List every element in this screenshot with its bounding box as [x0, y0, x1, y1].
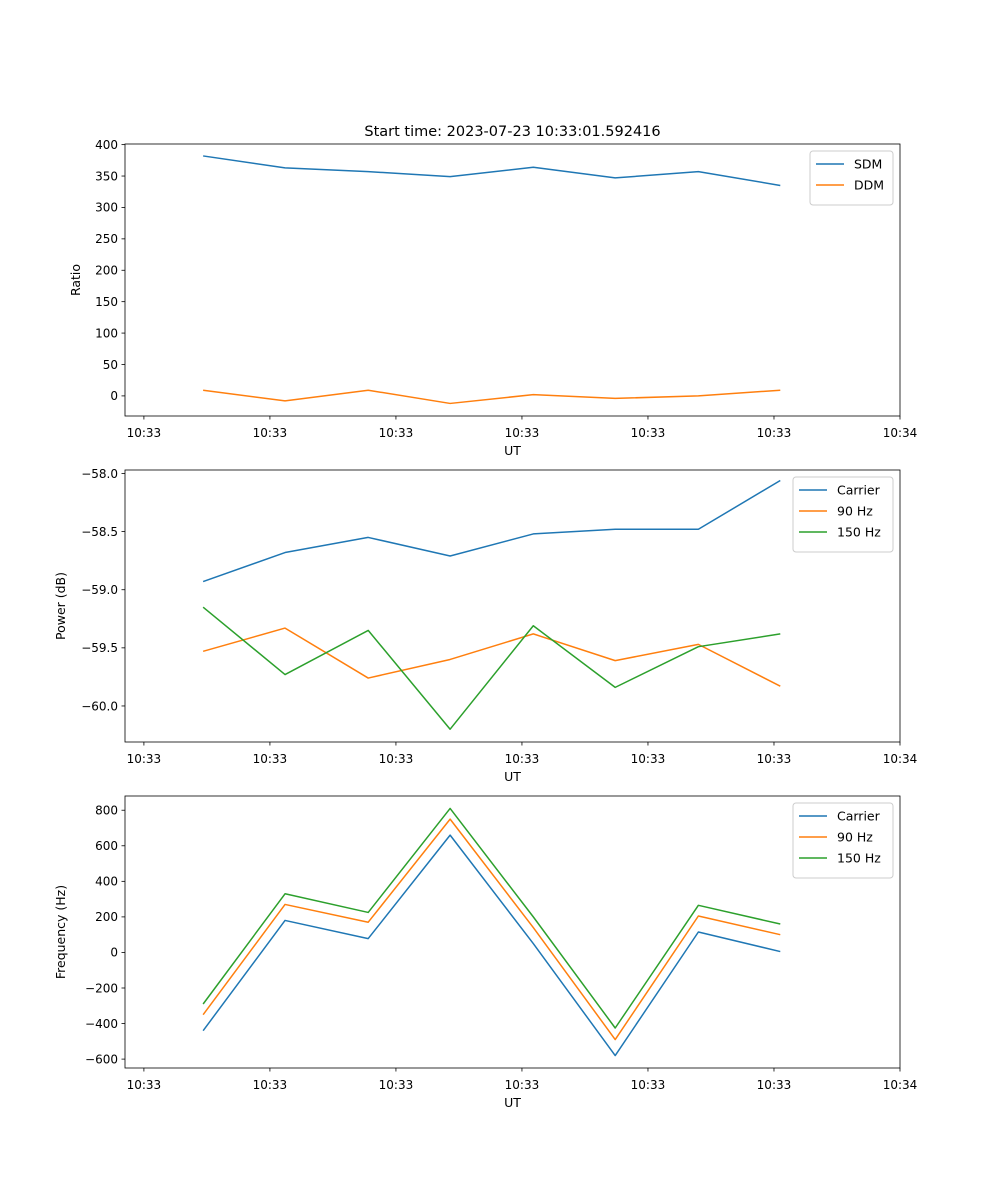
x-axis-label: UT: [504, 1095, 521, 1110]
legend-label: 150 Hz: [837, 525, 881, 540]
x-tick-label: 10:33: [631, 752, 666, 766]
legend-label: Carrier: [837, 809, 881, 824]
panel-1: 10:33 10:33 10:33 10:33 10:33 10:33 10:34 0 50 10…: [68, 138, 917, 458]
y-tick-label: −600: [85, 1052, 118, 1066]
y-tick-label: 350: [95, 169, 118, 183]
y-tick-label: −400: [85, 1017, 118, 1031]
y-tick-label: 200: [95, 264, 118, 278]
axes-frame: [124, 795, 901, 1069]
series-line-90-hz: [202, 627, 781, 687]
x-tick-label: 10:33: [253, 752, 288, 766]
x-tick-label: 10:33: [127, 426, 162, 440]
x-tick-label: 10:33: [379, 426, 414, 440]
panel-2: 10:33 10:33 10:33 10:33 10:33 10:33 10:34 −60.0…: [53, 467, 917, 784]
y-tick-label: 200: [95, 910, 118, 924]
legend-label: DDM: [854, 178, 884, 193]
x-tick-label: 10:33: [505, 426, 540, 440]
y-axis-label: Ratio: [68, 264, 83, 296]
y-tick-label: −58.5: [81, 525, 118, 539]
x-tick-label: 10:33: [127, 1078, 162, 1092]
x-axis-label: UT: [504, 769, 521, 784]
x-tick-label: 10:33: [757, 1078, 792, 1092]
legend-label: SDM: [854, 157, 882, 172]
x-tick-label: 10:33: [505, 752, 540, 766]
legend-box: [792, 476, 894, 553]
y-tick-label: −200: [85, 981, 118, 995]
x-tick-label: 10:33: [631, 1078, 666, 1092]
y-axis-label: Power (dB): [53, 572, 68, 640]
y-tick-label: 0: [110, 946, 118, 960]
y-tick-label: −60.0: [81, 699, 118, 713]
y-tick-label: 800: [95, 804, 118, 818]
y-tick-label: 100: [95, 326, 118, 340]
legend-box: [792, 802, 894, 879]
x-tick-label: 10:34: [883, 426, 918, 440]
y-tick-label: −59.0: [81, 583, 118, 597]
series-line-150-hz: [202, 606, 781, 730]
y-tick-label: 0: [110, 389, 118, 403]
y-tick-label: 300: [95, 201, 118, 215]
x-tick-label: 10:33: [127, 752, 162, 766]
series-line-carrier: [202, 479, 781, 583]
x-tick-label: 10:33: [757, 752, 792, 766]
legend: Carrier 90 Hz 150 Hz: [792, 476, 894, 553]
y-tick-label: 250: [95, 232, 118, 246]
legend-label: 90 Hz: [837, 504, 873, 519]
figure-title: Start time: 2023-07-23 10:33:01.592416: [364, 124, 660, 140]
panels: 10:33 10:33 10:33 10:33 10:33 10:33 10:34 0 50 10…: [53, 138, 917, 1110]
x-tick-label: 10:33: [379, 752, 414, 766]
legend-label: 90 Hz: [837, 830, 873, 845]
x-tick-label: 10:33: [757, 426, 792, 440]
series-line-90-hz: [202, 818, 781, 1041]
series-line-sdm: [203, 155, 781, 187]
y-tick-label: −58.0: [81, 467, 118, 481]
axes-frame: [124, 469, 901, 743]
series-line-ddm: [203, 389, 781, 405]
x-tick-label: 10:34: [883, 1078, 918, 1092]
y-tick-label: 600: [95, 839, 118, 853]
x-tick-label: 10:33: [505, 1078, 540, 1092]
y-tick-label: 150: [95, 295, 118, 309]
legend: SDM DDM: [809, 150, 894, 206]
x-axis-label: UT: [504, 443, 521, 458]
legend-label: Carrier: [837, 483, 881, 498]
y-tick-label: 50: [103, 358, 118, 372]
x-tick-label: 10:33: [631, 426, 666, 440]
x-tick-label: 10:33: [253, 426, 288, 440]
panel-3: 10:33 10:33 10:33 10:33 10:33 10:33 10:34 −600 −…: [53, 795, 918, 1110]
legend: Carrier 90 Hz 150 Hz: [792, 802, 894, 879]
x-tick-label: 10:33: [379, 1078, 414, 1092]
y-axis-label: Frequency (Hz): [53, 885, 68, 979]
y-tick-label: −59.5: [81, 641, 118, 655]
series-line-carrier: [202, 834, 781, 1057]
axes-frame: [124, 143, 901, 417]
x-tick-label: 10:34: [883, 752, 918, 766]
x-tick-label: 10:33: [253, 1078, 288, 1092]
legend-label: 150 Hz: [837, 851, 881, 866]
series-line-150-hz: [202, 807, 781, 1029]
y-tick-label: 400: [95, 138, 118, 152]
y-tick-label: 400: [95, 875, 118, 889]
